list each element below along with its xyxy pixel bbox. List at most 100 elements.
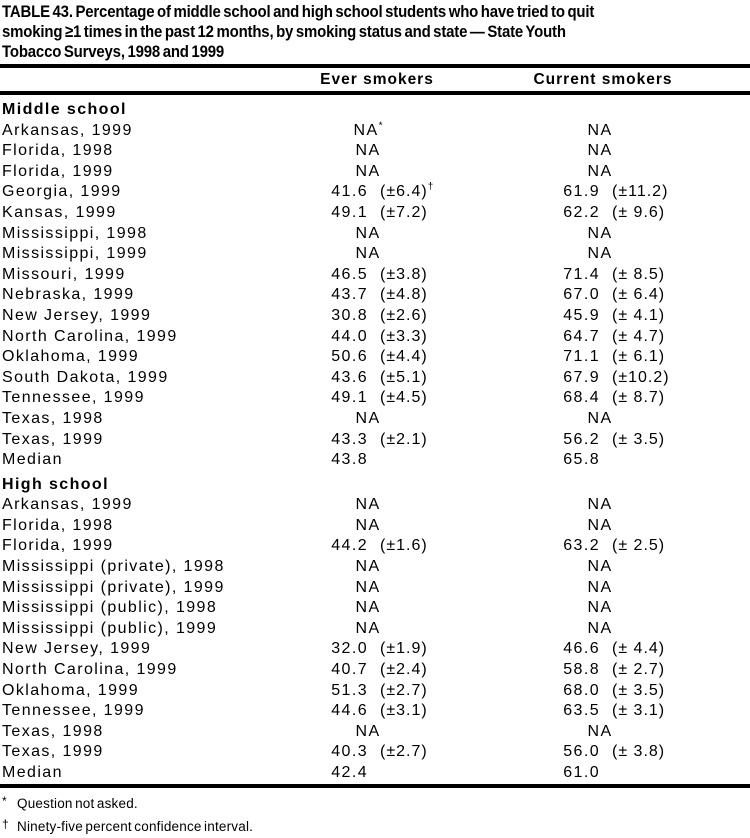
current-value: 62.2 [563, 203, 600, 221]
row-label: Florida, 1999 [2, 162, 114, 180]
row-label: Median [2, 764, 63, 781]
row-label: Kansas, 1999 [2, 203, 117, 221]
table-row: Tennessee, 1999 49.1 (±4.5) 68.4 (± 8.7) [0, 388, 750, 409]
table-row: Median 43.8 65.8 [0, 450, 750, 471]
row-label: Mississippi (private), 1998 [2, 558, 225, 576]
current-na: NA [587, 722, 613, 740]
table-row: Arkansas, 1999 NA NA [0, 495, 750, 516]
ever-ci: (±1.9) [380, 640, 428, 658]
ever-cell: 49.1 (±4.5) [298, 388, 466, 409]
ever-cell: NA [298, 578, 466, 599]
ever-value: 43.7 [331, 286, 368, 304]
current-ci: (± 4.4) [612, 640, 666, 658]
top-rule [0, 64, 750, 68]
ever-na: NA [355, 142, 381, 160]
row-label: Arkansas, 1999 [2, 121, 133, 139]
ever-ci: (±7.2) [380, 203, 428, 221]
row-label: Florida, 1998 [2, 516, 114, 534]
current-cell: 71.4 (± 8.5) [530, 265, 698, 286]
ever-ci: (±6.4)† [380, 182, 434, 201]
ever-na: NA [355, 496, 381, 514]
current-ci [600, 763, 612, 784]
ever-cell: 50.6 (±4.4) [298, 347, 466, 368]
footnote-text: Ninety-five percent confidence interval. [17, 818, 254, 834]
ever-cell: 51.3 (±2.7) [298, 681, 466, 702]
current-value: 68.0 [563, 681, 600, 699]
ever-value: 44.0 [331, 327, 368, 345]
current-cell: NA [530, 162, 698, 183]
ever-value: 49.1 [331, 389, 368, 407]
ever-cell: NA [298, 244, 466, 265]
ever-na: NA* [353, 120, 383, 139]
current-na: NA [587, 245, 613, 263]
table-row: Oklahoma, 1999 51.3 (±2.7) 68.0 (± 3.5) [0, 681, 750, 702]
row-label: Arkansas, 1999 [2, 496, 133, 514]
row-label: Oklahoma, 1999 [2, 348, 140, 366]
current-ci: (± 8.7) [612, 389, 666, 407]
current-ci [600, 450, 612, 471]
ever-cell: 44.0 (±3.3) [298, 327, 466, 348]
ever-cell: 32.0 (±1.9) [298, 639, 466, 660]
row-label: Texas, 1998 [2, 722, 104, 740]
ever-na: NA [355, 578, 381, 596]
current-value: 46.6 [563, 640, 600, 658]
row-label: Mississippi (private), 1999 [2, 578, 225, 596]
ever-na: NA [355, 558, 381, 576]
current-na: NA [587, 516, 613, 534]
ever-cell: 41.6 (±6.4)† [298, 182, 466, 203]
header-rule [0, 91, 750, 95]
ever-cell: 43.3 (±2.1) [298, 430, 466, 451]
current-value: 58.8 [563, 661, 600, 679]
ever-ci: (±4.5) [380, 389, 428, 407]
table-row: New Jersey, 1999 30.8 (±2.6) 45.9 (± 4.1) [0, 306, 750, 327]
table-body: Middle school Arkansas, 1999 NA* NA Florida,… [0, 95, 750, 784]
ever-ci: (±3.8) [380, 265, 428, 283]
current-value: 67.0 [563, 286, 600, 304]
current-value: 68.4 [563, 389, 600, 407]
current-ci: (± 6.4) [612, 286, 666, 304]
column-header-row: Ever smokers Current smokers [0, 68, 750, 91]
table-row: Kansas, 1999 49.1 (±7.2) 62.2 (± 9.6) [0, 203, 750, 224]
ever-value: 43.8 [331, 451, 368, 469]
ever-cell: NA [298, 409, 466, 430]
current-cell: NA [530, 409, 698, 430]
table-title-line-1: TABLE 43. Percentage of middle school an… [2, 2, 595, 21]
ever-value: 51.3 [331, 681, 368, 699]
row-label: Tennessee, 1999 [2, 389, 145, 407]
table-row: Florida, 1998 NA NA [0, 516, 750, 537]
row-label: Texas, 1998 [2, 409, 104, 427]
current-ci: (±10.2) [612, 368, 670, 386]
footnote-marker: † [427, 182, 434, 194]
current-cell: NA [530, 598, 698, 619]
table-row: Nebraska, 1999 43.7 (±4.8) 67.0 (± 6.4) [0, 285, 750, 306]
current-cell: 45.9 (± 4.1) [530, 306, 698, 327]
current-cell: NA [530, 578, 698, 599]
current-cell: 68.4 (± 8.7) [530, 388, 698, 409]
footnotes: * Question not asked. † Ninety-five percen… [0, 788, 750, 837]
ever-value: 41.6 [331, 183, 368, 201]
table-row: Florida, 1999 NA NA [0, 162, 750, 183]
ever-na: NA [355, 516, 381, 534]
table-row: Mississippi, 1999 NA NA [0, 244, 750, 265]
current-ci: (± 9.6) [612, 203, 666, 221]
table-row: Mississippi (public), 1999 NA NA [0, 619, 750, 640]
table-row: Arkansas, 1999 NA* NA [0, 121, 750, 142]
ever-cell: NA [298, 557, 466, 578]
ever-value: 43.3 [331, 430, 368, 448]
table-row: Mississippi (private), 1998 NA NA [0, 557, 750, 578]
row-label: Georgia, 1999 [2, 183, 122, 201]
current-cell: 61.9 (±11.2) [530, 182, 698, 203]
table-title-line-3: Tobacco Surveys, 1998 and 1999 [2, 42, 225, 61]
ever-na: NA [355, 162, 381, 180]
ever-ci: (±2.7) [380, 743, 428, 761]
ever-ci: (±5.1) [380, 368, 428, 386]
current-cell: 63.2 (± 2.5) [530, 536, 698, 557]
section-label: High school [2, 475, 109, 493]
row-label: Oklahoma, 1999 [2, 681, 140, 699]
footnote-marker: * [378, 120, 383, 132]
bottom-rule [0, 783, 750, 788]
ever-cell: 40.7 (±2.4) [298, 660, 466, 681]
table-row: Mississippi (public), 1998 NA NA [0, 598, 750, 619]
row-label: Florida, 1999 [2, 537, 114, 555]
